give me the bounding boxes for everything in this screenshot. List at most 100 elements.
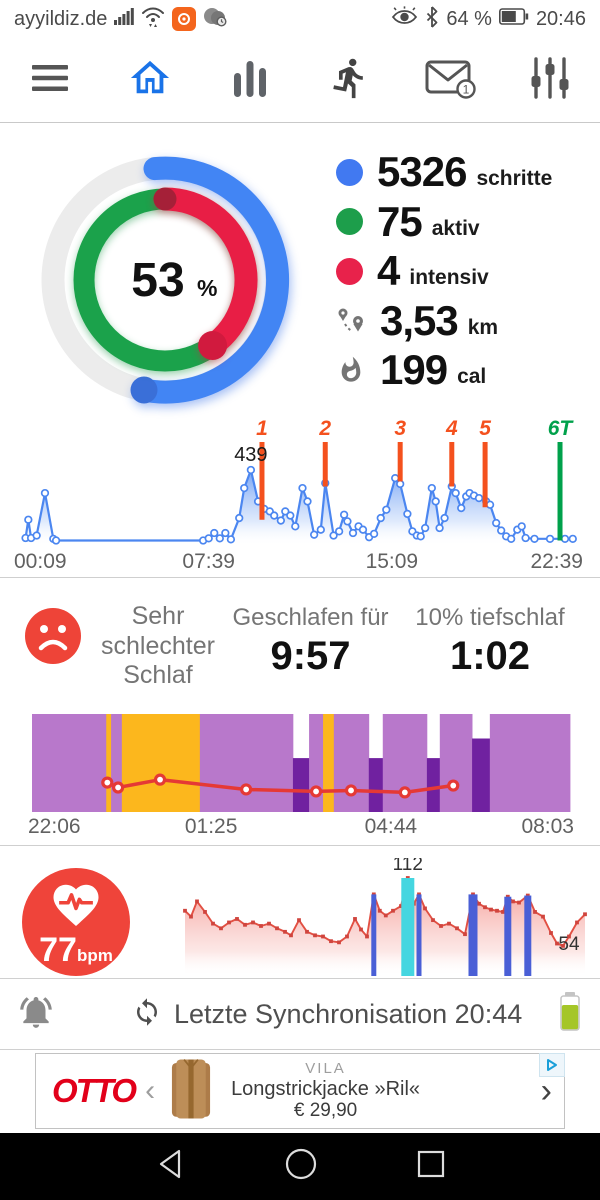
svg-text:22:39: 22:39 — [530, 550, 583, 573]
svg-text:54: 54 — [558, 934, 580, 955]
svg-text:439: 439 — [234, 444, 267, 466]
tab-settings[interactable] — [515, 50, 585, 110]
tab-home[interactable] — [115, 50, 185, 110]
carrier-label: ayyildiz.de — [14, 7, 108, 30]
ad-copy: VILA Longstrickjacke »Ril« € 29,90 — [231, 1060, 421, 1121]
svg-text:04:44: 04:44 — [365, 815, 418, 838]
tab-bar: 1 — [0, 38, 600, 123]
alarm-app-icon — [203, 5, 229, 34]
svg-text:01:25: 01:25 — [185, 815, 238, 838]
ad-product-label: Longstrickjacke »Ril« — [231, 1077, 421, 1100]
home-button[interactable] — [283, 1146, 319, 1187]
sliders-icon — [528, 56, 572, 105]
stat-calories: 199 cal — [336, 346, 596, 393]
svg-text:00:09: 00:09 — [14, 550, 67, 573]
steps-label: schritte — [476, 167, 553, 190]
heart-rate-badge[interactable]: 77bpm — [22, 868, 130, 976]
menu-button[interactable] — [15, 50, 85, 110]
sleep-chart[interactable]: 22:06 01:25 04:44 08:03 — [0, 704, 600, 844]
home-icon — [127, 57, 173, 104]
tab-statistics[interactable] — [215, 50, 285, 110]
svg-text:3: 3 — [394, 417, 406, 440]
recents-button[interactable] — [415, 1148, 447, 1185]
heart-rate-chart[interactable]: 112 54 — [170, 854, 590, 978]
sync-status[interactable]: Letzte Synchronisation 20:44 — [132, 997, 522, 1032]
calories-label: cal — [457, 365, 487, 388]
svg-text:4: 4 — [445, 417, 458, 440]
signal-icon — [114, 7, 135, 32]
ad-price-label: € 29,90 — [293, 1099, 358, 1121]
heart-rate-unit: bpm — [76, 946, 113, 965]
distance-value: 3,53 — [380, 296, 459, 344]
adchoices-icon[interactable] — [539, 1053, 565, 1077]
bluetooth-icon — [425, 5, 439, 33]
ad-section: OTTO ‹ VILA Longstrickjacke »Ril« € 29,9… — [0, 1050, 600, 1133]
battery-icon — [498, 8, 529, 30]
stat-active: 75 aktiv — [336, 198, 596, 245]
ad-prev-button[interactable]: ‹ — [145, 1074, 156, 1107]
ring-center — [107, 222, 223, 338]
svg-text:5: 5 — [479, 417, 491, 440]
ring-intensive-startcap — [153, 187, 177, 211]
android-nav-bar — [0, 1133, 600, 1200]
deep-sleep-label: 10% tiefschlaf — [415, 604, 565, 631]
sad-face-icon — [25, 608, 81, 664]
hamburger-icon — [30, 63, 70, 98]
stat-steps: 5326 schritte — [336, 148, 596, 195]
battery-percent-label: 64 % — [446, 7, 492, 30]
stat-distance: 3,53 km — [336, 296, 596, 344]
deep-sleep: 10% tiefschlaf 1:02 — [405, 604, 575, 679]
wifi-icon — [141, 6, 165, 33]
svg-text:08:03: 08:03 — [521, 815, 574, 838]
active-label: aktiv — [431, 216, 480, 240]
intensive-dot-icon — [336, 257, 363, 285]
goal-percent-value: 53 — [131, 254, 184, 307]
ring-intensive — [153, 187, 258, 357]
svg-text:112: 112 — [393, 858, 423, 875]
sync-bar: Letzte Synchronisation 20:44 — [0, 978, 600, 1050]
mail-badge-count: 1 — [463, 82, 470, 96]
section-divider — [0, 577, 600, 578]
ring-steps-endcap — [130, 376, 158, 404]
goal-percent-unit: % — [197, 275, 217, 301]
activity-card: 53 % 5326 schritte 75 aktiv 4 intensiv — [0, 123, 600, 578]
runner-icon — [328, 56, 372, 105]
tab-activity[interactable] — [315, 50, 385, 110]
ad-product-image — [165, 1054, 217, 1129]
device-battery-icon — [558, 991, 582, 1037]
sync-icon — [132, 997, 162, 1032]
activity-stats: 5326 schritte 75 aktiv 4 intensiv 3,53 — [336, 148, 596, 393]
mail-badge-icon: 1 — [424, 56, 476, 105]
heart-pulse-icon — [49, 880, 103, 935]
tab-messages[interactable]: 1 — [415, 50, 485, 110]
ring-intensive-endcap — [198, 331, 228, 360]
sleep-quality-label: Sehr schlechter Schlaf — [101, 602, 215, 689]
ad-next-button[interactable]: › — [540, 1071, 552, 1110]
intensive-value: 4 — [377, 247, 400, 294]
sleep-duration-label: Geschlafen für — [232, 604, 389, 631]
active-dot-icon — [336, 208, 363, 235]
app-notification-icon — [172, 7, 197, 31]
distance-label: km — [467, 315, 499, 339]
ring-steps — [132, 156, 290, 404]
sleep-duration-value: 9:57 — [270, 634, 351, 678]
heart-rate-value: 77bpm — [39, 931, 113, 969]
advertiser-logo: OTTO — [52, 1072, 137, 1109]
svg-text:2: 2 — [318, 417, 331, 440]
bar-chart-icon — [230, 57, 270, 104]
route-icon — [336, 306, 366, 336]
sleep-duration: Geschlafen für 9:57 — [228, 604, 393, 679]
svg-text:1: 1 — [256, 417, 268, 440]
steps-chart[interactable]: 1 2 3 4 5 6T 439 00:09 07:39 15:09 22:39 — [0, 408, 600, 578]
stat-intensive: 4 intensiv — [336, 247, 596, 294]
deep-sleep-value: 1:02 — [449, 634, 531, 678]
svg-text:22:06: 22:06 — [28, 815, 81, 838]
sync-status-label: Letzte Synchronisation 20:44 — [174, 998, 523, 1029]
activity-rings[interactable]: 53 % — [25, 140, 305, 420]
ad-banner[interactable]: OTTO ‹ VILA Longstrickjacke »Ril« € 29,9… — [35, 1053, 565, 1129]
back-button[interactable] — [153, 1147, 187, 1186]
status-bar: ayyildiz.de — [0, 0, 600, 38]
svg-text:6T: 6T — [548, 417, 575, 440]
sleep-card: Sehr schlechter Schlaf Geschlafen für 9:… — [0, 578, 600, 846]
notifications-bell-icon[interactable] — [16, 993, 56, 1036]
